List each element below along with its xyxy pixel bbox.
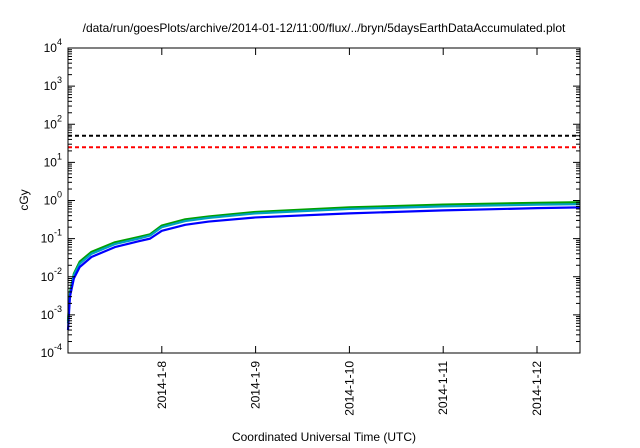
y-tick-label: 10-2 [41,266,62,284]
x-tick-label: 2014-1-9 [249,361,263,409]
plot-frame [67,47,581,354]
series-line-0 [66,201,581,321]
x-tick-label: 2014-1-12 [530,361,544,416]
y-tick-label: 100 [44,190,62,208]
y-tick-label: 102 [44,113,62,131]
series-line-1 [66,203,581,324]
reference-lines [68,134,580,149]
x-tick-label: 2014-1-10 [342,361,356,416]
series-lines [66,201,581,331]
y-axis-label: cGy [17,189,31,210]
y-tick-label: 104 [44,37,62,55]
x-tick-label: 2014-1-8 [155,361,169,409]
chart-title: /data/run/goesPlots/archive/2014-01-12/1… [83,21,566,35]
y-tick-label: 10-4 [41,342,62,360]
series-line-2 [66,206,581,331]
y-tick-label: 103 [44,75,62,93]
x-axis-label: Coordinated Universal Time (UTC) [232,430,416,444]
y-tick-label: 10-1 [41,228,62,246]
x-tick-label: 2014-1-11 [436,361,450,415]
axes: 10-4 10-3 10-2 10-1 100 101 102 103 104 2014-1-8 2… [41,37,581,416]
y-tick-label: 101 [44,151,62,169]
y-tick-label: 10-3 [41,304,62,322]
